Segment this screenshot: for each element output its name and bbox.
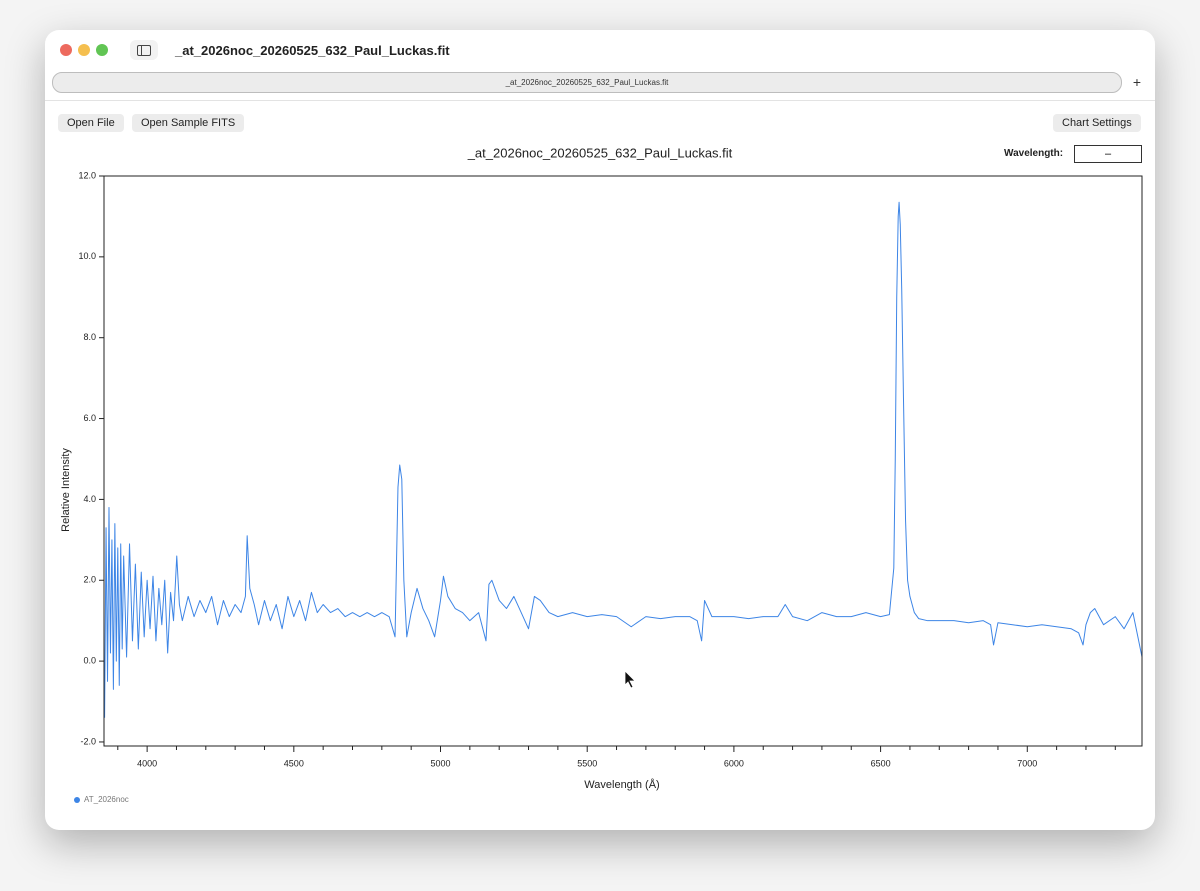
new-tab-button[interactable]: + <box>1132 74 1142 90</box>
chart: _at_2026noc_20260525_632_Paul_Luckas.fit… <box>60 145 1143 804</box>
y-tick-label: 6.0 <box>83 413 96 423</box>
y-tick-label: 8.0 <box>83 332 96 342</box>
y-tick-label: 10.0 <box>78 251 96 261</box>
sidebar-toggle[interactable] <box>130 40 158 60</box>
sidebar-icon-divider <box>141 46 143 55</box>
x-tick-label: 7000 <box>1017 758 1037 768</box>
spectrum-line <box>104 201 1143 718</box>
wavelength-label: Wavelength: <box>1004 148 1064 159</box>
y-tick-label: 2.0 <box>83 575 96 585</box>
x-tick-label: 5000 <box>430 758 450 768</box>
x-axis-label: Wavelength (Å) <box>584 778 659 791</box>
sidebar-icon <box>137 45 151 56</box>
legend-marker <box>74 797 80 803</box>
y-tick-label: 0.0 <box>83 655 96 665</box>
app-window: _at_2026noc_20260525_632_Paul_Luckas.fit… <box>45 30 1155 830</box>
chart-settings-button[interactable]: Chart Settings <box>1053 114 1141 132</box>
address-bar[interactable]: _at_2026noc_20260525_632_Paul_Luckas.fit <box>52 72 1122 93</box>
close-button[interactable] <box>60 44 72 56</box>
x-tick-label: 5500 <box>577 758 597 768</box>
y-tick-label: 12.0 <box>78 170 96 180</box>
y-tick-label: -2.0 <box>80 736 96 746</box>
y-tick-label: 4.0 <box>83 494 96 504</box>
x-tick-label: 6500 <box>871 758 891 768</box>
toolbar-separator <box>45 100 1155 101</box>
legend-label: AT_2026noc <box>84 795 129 804</box>
mouse-cursor <box>624 670 636 689</box>
plot-frame <box>103 175 1143 747</box>
x-tick-label: 4500 <box>284 758 304 768</box>
x-tick-label: 4000 <box>137 758 157 768</box>
wavelength-input[interactable]: – <box>1074 145 1142 163</box>
x-tick-label: 6000 <box>724 758 744 768</box>
open-file-button[interactable]: Open File <box>58 114 124 132</box>
open-sample-button[interactable]: Open Sample FITS <box>132 114 245 132</box>
minimize-button[interactable] <box>78 44 90 56</box>
zoom-button[interactable] <box>96 44 108 56</box>
y-axis-label: Relative Intensity <box>60 448 72 532</box>
chart-title: _at_2026noc_20260525_632_Paul_Luckas.fit <box>467 145 733 160</box>
window-title: _at_2026noc_20260525_632_Paul_Luckas.fit <box>175 43 450 58</box>
